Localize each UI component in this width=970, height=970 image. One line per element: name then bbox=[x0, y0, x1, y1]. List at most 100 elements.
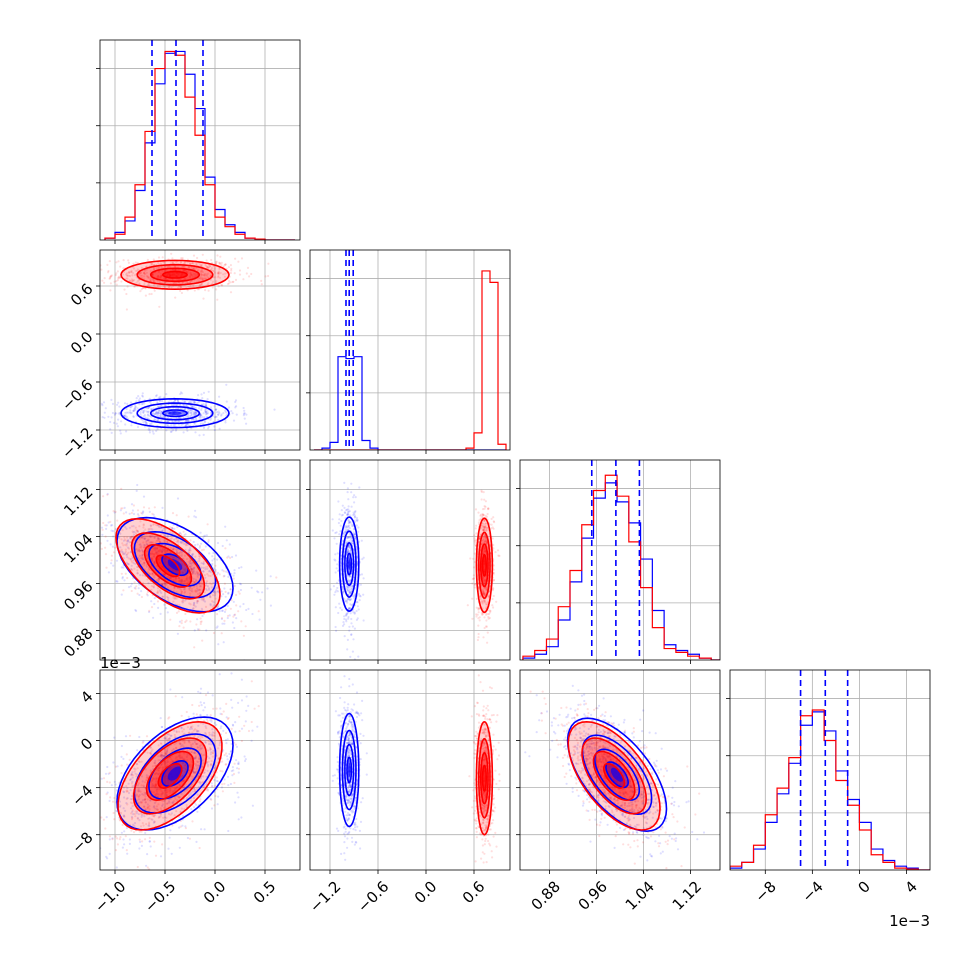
sample-point bbox=[180, 619, 183, 622]
sample-point bbox=[235, 405, 238, 408]
sample-point bbox=[478, 536, 481, 540]
sample-point bbox=[153, 536, 156, 540]
sample-point bbox=[192, 400, 195, 403]
sample-point bbox=[350, 587, 354, 590]
sample-point bbox=[179, 742, 182, 746]
sample-point bbox=[159, 759, 162, 762]
sample-point bbox=[236, 791, 239, 794]
sample-point bbox=[141, 287, 144, 290]
sample-point bbox=[188, 794, 191, 798]
sample-point bbox=[189, 400, 192, 403]
sample-point bbox=[152, 553, 155, 556]
sample-point bbox=[136, 816, 139, 820]
sample-point bbox=[157, 553, 160, 556]
sample-point bbox=[163, 799, 166, 803]
sample-point bbox=[193, 581, 196, 584]
sample-point bbox=[159, 550, 162, 553]
sample-point bbox=[189, 411, 192, 414]
sample-point bbox=[151, 274, 154, 277]
sample-point bbox=[355, 609, 358, 613]
sample-point bbox=[184, 261, 187, 264]
sample-point bbox=[339, 562, 343, 565]
sample-point bbox=[347, 526, 350, 529]
sample-point bbox=[227, 282, 231, 285]
sample-point bbox=[132, 525, 135, 528]
sample-point bbox=[153, 552, 156, 556]
sample-point bbox=[209, 603, 212, 606]
sample-point bbox=[342, 588, 345, 591]
sample-point bbox=[188, 547, 192, 550]
sample-point bbox=[238, 269, 242, 272]
sample-point bbox=[150, 524, 153, 528]
sample-point bbox=[488, 609, 491, 612]
sample-point bbox=[259, 598, 262, 601]
histogram-series-1 bbox=[104, 50, 295, 240]
sample-point bbox=[181, 756, 184, 760]
sample-point bbox=[197, 730, 200, 733]
sample-point bbox=[196, 810, 199, 813]
sample-point bbox=[216, 613, 219, 616]
sample-point bbox=[354, 537, 357, 540]
sample-point bbox=[163, 603, 166, 606]
sample-point bbox=[129, 536, 132, 539]
sample-point bbox=[354, 496, 357, 499]
sample-point bbox=[333, 593, 336, 596]
sample-point bbox=[194, 509, 197, 512]
sample-point bbox=[483, 507, 486, 510]
sample-point bbox=[183, 404, 186, 407]
sample-point bbox=[179, 261, 183, 264]
sample-point bbox=[480, 600, 484, 603]
sample-point bbox=[172, 748, 175, 751]
sample-point bbox=[492, 578, 496, 582]
sample-point bbox=[141, 550, 145, 553]
sample-point bbox=[160, 274, 163, 277]
sample-point bbox=[343, 617, 346, 621]
sample-point bbox=[127, 274, 130, 277]
sample-point bbox=[130, 536, 133, 539]
sample-point bbox=[189, 273, 193, 276]
sample-point bbox=[481, 525, 485, 528]
sample-point bbox=[192, 566, 196, 569]
sample-point bbox=[216, 298, 219, 301]
sample-point bbox=[483, 538, 487, 541]
sample-point bbox=[180, 726, 183, 729]
sample-point bbox=[158, 409, 161, 412]
sample-point bbox=[346, 536, 349, 539]
sample-point bbox=[232, 769, 235, 772]
sample-point bbox=[160, 725, 163, 729]
sample-point bbox=[125, 539, 128, 542]
sample-point bbox=[122, 557, 125, 560]
sample-point bbox=[200, 282, 203, 285]
sample-point bbox=[160, 591, 163, 595]
sample-point bbox=[175, 548, 178, 551]
sample-point bbox=[237, 818, 240, 821]
sample-point bbox=[214, 415, 217, 418]
sample-point bbox=[191, 571, 195, 574]
sample-point bbox=[149, 535, 152, 539]
sample-point bbox=[234, 801, 237, 804]
sample-point bbox=[350, 617, 353, 621]
sample-point bbox=[143, 271, 146, 275]
sample-point bbox=[124, 414, 127, 417]
sample-point bbox=[152, 785, 155, 788]
sample-point bbox=[208, 757, 211, 760]
sample-point bbox=[155, 394, 158, 398]
sample-point bbox=[481, 514, 484, 517]
sample-point bbox=[210, 586, 213, 589]
sample-point bbox=[481, 590, 485, 593]
sample-point bbox=[346, 611, 349, 614]
sample-point bbox=[482, 551, 485, 554]
sample-point bbox=[481, 576, 484, 579]
sample-point bbox=[122, 544, 125, 547]
sample-point bbox=[473, 561, 476, 564]
sample-point bbox=[156, 553, 159, 556]
sample-point bbox=[159, 546, 162, 549]
sample-point bbox=[147, 571, 150, 574]
sample-point bbox=[142, 785, 145, 788]
sample-point bbox=[193, 401, 196, 404]
sample-point bbox=[174, 596, 177, 599]
sample-point bbox=[208, 569, 211, 573]
sample-point bbox=[472, 577, 475, 580]
sample-point bbox=[222, 593, 225, 596]
sample-point bbox=[346, 491, 349, 494]
